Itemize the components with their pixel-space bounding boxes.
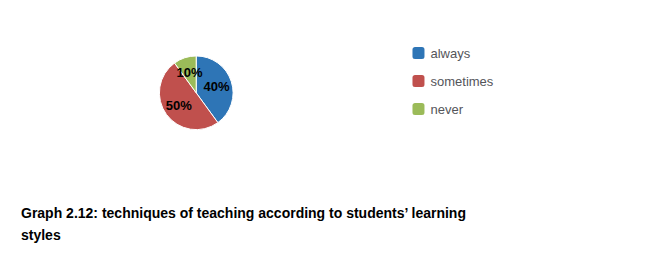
svg-text:never: never: [430, 102, 463, 117]
svg-text:sometimes: sometimes: [430, 74, 493, 89]
svg-text:Graph 2.12: techniques of teac: Graph 2.12: techniques of teaching accor…: [21, 205, 466, 221]
svg-text:10%: 10%: [177, 65, 203, 80]
svg-text:always: always: [430, 46, 470, 61]
svg-text:40%: 40%: [204, 79, 230, 94]
svg-text:styles: styles: [21, 227, 61, 243]
svg-text:50%: 50%: [166, 98, 192, 113]
